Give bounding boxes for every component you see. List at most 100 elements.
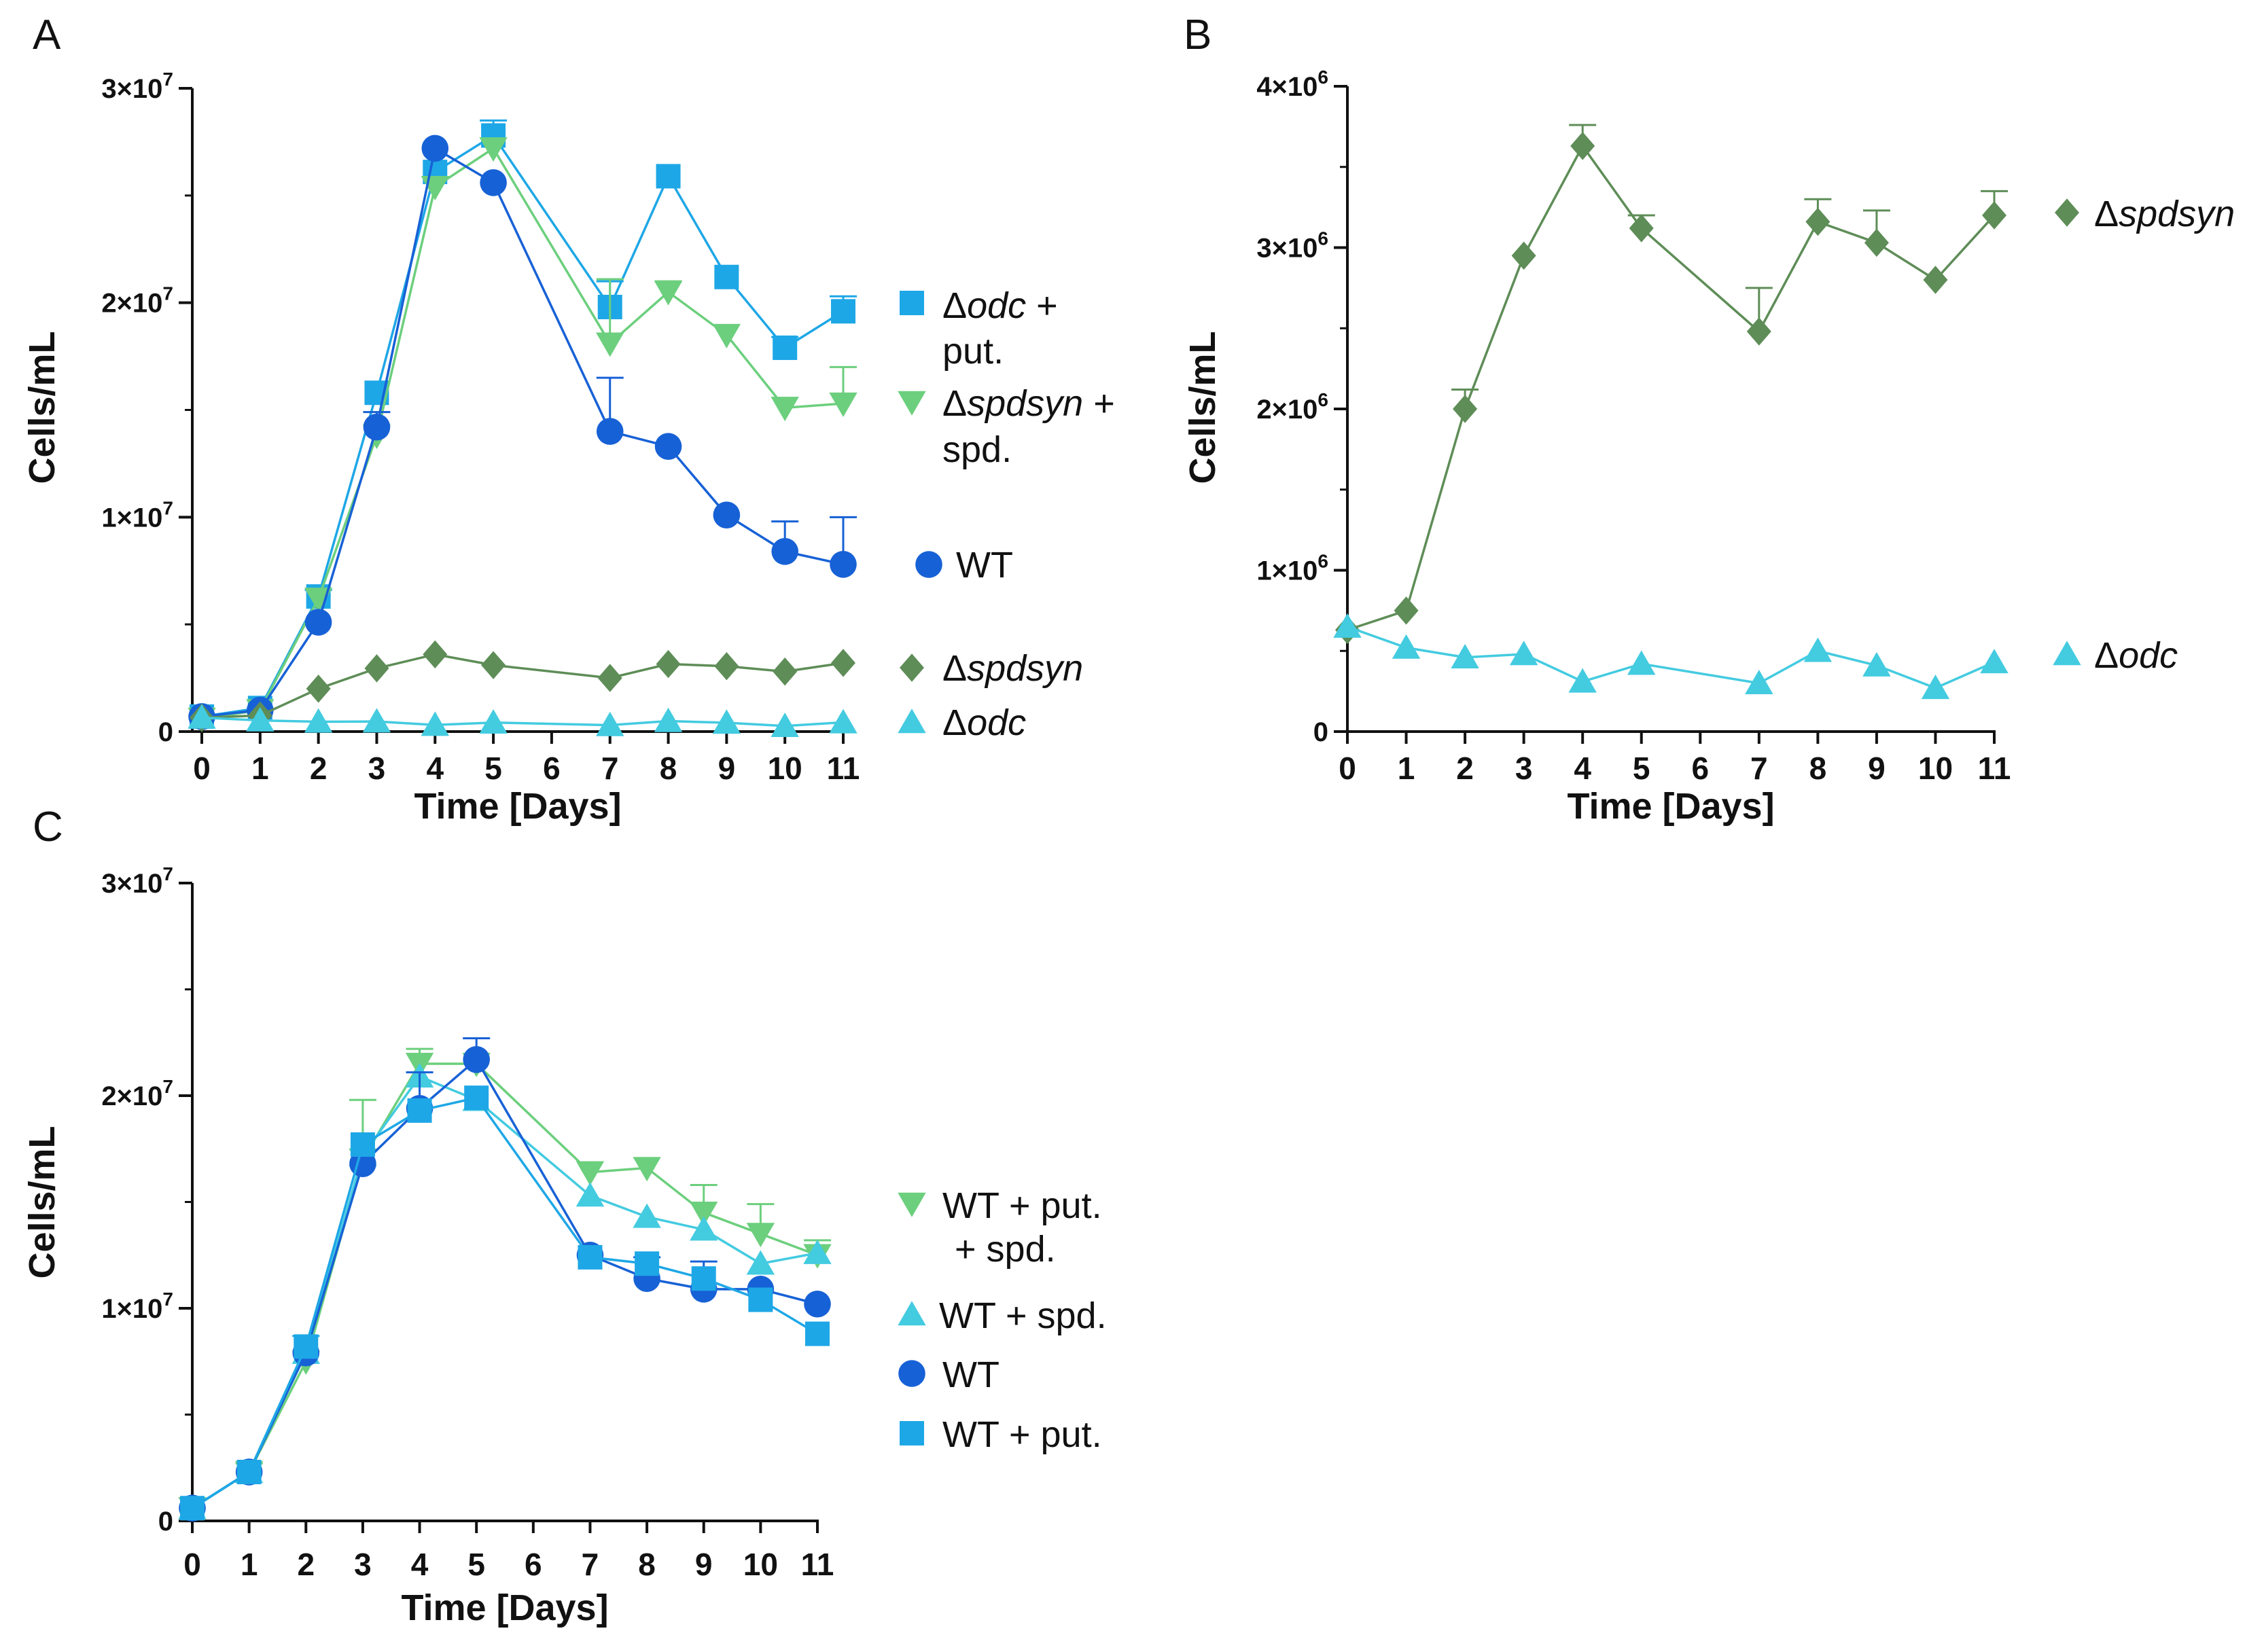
data-point <box>831 299 855 324</box>
legend-item-spdsyn: Δspdsyn <box>2055 194 2235 234</box>
data-point <box>1746 317 1771 346</box>
data-point <box>1923 266 1948 294</box>
data-point <box>480 169 507 196</box>
data-point <box>1862 651 1891 677</box>
legend-marker <box>900 291 924 315</box>
y-tick-label: 1×106 <box>1256 551 1328 586</box>
legend-marker <box>898 1192 926 1217</box>
data-point <box>306 675 331 703</box>
x-tick-label: 10 <box>768 751 802 786</box>
x-tick-label: 7 <box>1750 751 1768 786</box>
data-point <box>690 1201 718 1226</box>
x-tick-label: 7 <box>601 751 619 786</box>
data-point <box>421 134 449 162</box>
data-point <box>831 649 855 677</box>
series-line <box>201 146 844 718</box>
data-point <box>746 1250 775 1275</box>
data-point <box>576 1161 605 1186</box>
data-point <box>362 708 391 733</box>
x-tick-label: 11 <box>1978 751 2011 786</box>
data-point <box>364 654 389 683</box>
y-tick-label: 3×106 <box>1256 228 1328 264</box>
legend-marker <box>898 1301 926 1326</box>
data-point <box>748 1287 773 1312</box>
data-point <box>1980 649 2009 674</box>
data-point <box>712 323 741 348</box>
x-tick-label: 4 <box>411 1547 429 1582</box>
legend-label: Δodc + <box>942 285 1058 326</box>
data-point <box>464 1085 489 1111</box>
legend-item-wt_spd: WT + spd. <box>898 1295 1107 1336</box>
legend-marker <box>898 391 926 416</box>
y-tick-label: 2×107 <box>101 1076 173 1111</box>
panel-a: A 0 1 2 3 4 5 6 7 8 9 10 11 0 1×107 2×107 3×107 Time [Day… <box>22 12 1115 827</box>
x-tick-label: 4 <box>1574 751 1591 786</box>
series-spdsyn <box>1335 124 2008 645</box>
legend-marker <box>900 653 924 682</box>
data-point <box>596 711 624 736</box>
y-tick-label: 0 <box>158 717 173 747</box>
data-point <box>180 1496 205 1521</box>
legend-marker <box>900 1421 924 1446</box>
data-point <box>656 649 681 679</box>
data-point <box>246 706 275 732</box>
data-point <box>654 707 683 732</box>
legend-label-line2: + spd. <box>955 1229 1056 1270</box>
series-wt <box>179 1037 831 1522</box>
data-point <box>1453 395 1478 423</box>
panel-letter: B <box>1184 12 1211 58</box>
data-point <box>294 1334 319 1359</box>
x-tick-label: 2 <box>310 751 328 786</box>
legend-marker <box>2055 198 2079 227</box>
data-point <box>714 264 739 289</box>
data-point <box>1333 613 1362 638</box>
x-tick-label: 6 <box>1691 751 1709 786</box>
x-tick-label: 8 <box>638 1547 656 1582</box>
data-point <box>350 1132 375 1157</box>
legend-item-odc: Δodc <box>2053 635 2178 676</box>
legend-label: WT + put. <box>942 1414 1102 1455</box>
series-wt_put <box>180 1085 830 1521</box>
series-line <box>201 716 844 728</box>
y-tick-label: 2×106 <box>1256 389 1328 425</box>
panel-c: C 0 1 2 3 4 5 6 7 8 9 10 11 0 1×107 2×107 3×107 Time [Day… <box>22 804 1107 1628</box>
x-tick-label: 10 <box>743 1547 778 1582</box>
series-spdsyn <box>190 640 855 732</box>
series-line <box>1347 143 1996 632</box>
data-point <box>1745 669 1773 694</box>
series-spdsyn_spd <box>188 137 857 732</box>
data-point <box>596 418 624 445</box>
y-axis-title: Cells/mL <box>22 1126 63 1278</box>
legend-marker <box>898 1360 925 1387</box>
x-tick-label: 3 <box>1515 751 1533 786</box>
data-point <box>633 1203 661 1228</box>
series-line <box>192 1075 818 1509</box>
data-point <box>578 1244 603 1270</box>
data-point <box>407 1098 432 1123</box>
legend-item-wt: WT <box>915 545 1013 586</box>
x-tick-label: 4 <box>426 751 444 786</box>
data-point <box>1451 643 1479 668</box>
x-tick-label: 11 <box>801 1547 834 1582</box>
y-tick-label: 0 <box>1313 717 1328 747</box>
data-point <box>635 1251 660 1276</box>
y-tick-label: 2×107 <box>101 283 173 319</box>
data-point <box>1805 207 1830 236</box>
data-point <box>188 704 216 729</box>
x-tick-label: 1 <box>241 1547 258 1582</box>
data-point <box>771 538 798 565</box>
data-point <box>1392 634 1421 659</box>
legend-marker <box>898 708 926 734</box>
series-line <box>201 653 844 719</box>
x-tick-label: 5 <box>1633 751 1650 786</box>
data-point <box>633 1157 661 1182</box>
data-point <box>829 392 857 417</box>
legend-marker <box>2053 641 2081 666</box>
legend-label: Δspdsyn <box>942 648 1083 689</box>
x-tick-label: 6 <box>543 751 561 786</box>
data-point <box>830 550 857 578</box>
data-point <box>479 708 508 734</box>
data-point <box>423 640 448 669</box>
legend-item-wt_put: WT + put. <box>900 1414 1102 1455</box>
data-point <box>1629 214 1654 243</box>
